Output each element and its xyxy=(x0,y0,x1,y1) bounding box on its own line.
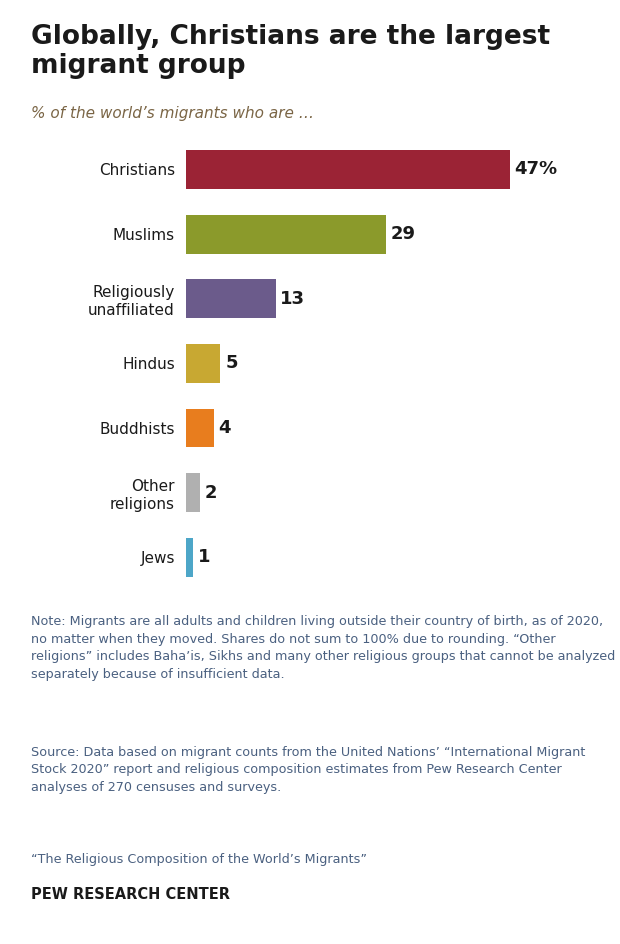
Bar xyxy=(186,344,221,383)
Text: PEW RESEARCH CENTER: PEW RESEARCH CENTER xyxy=(31,887,230,902)
Text: 4: 4 xyxy=(218,419,231,437)
Text: 1: 1 xyxy=(198,548,210,566)
Text: Globally, Christians are the largest
migrant group: Globally, Christians are the largest mig… xyxy=(31,24,550,78)
Text: 29: 29 xyxy=(391,225,415,244)
Text: 5: 5 xyxy=(225,354,237,373)
Text: 47%: 47% xyxy=(515,160,558,178)
Bar xyxy=(186,214,386,254)
Bar xyxy=(186,409,213,447)
Text: % of the world’s migrants who are …: % of the world’s migrants who are … xyxy=(31,106,314,121)
Text: Note: Migrants are all adults and children living outside their country of birth: Note: Migrants are all adults and childr… xyxy=(31,615,615,681)
Text: Source: Data based on migrant counts from the United Nations’ “International Mig: Source: Data based on migrant counts fro… xyxy=(31,746,585,794)
Bar xyxy=(186,538,193,577)
Text: 2: 2 xyxy=(205,483,217,502)
Bar xyxy=(186,150,510,189)
Bar xyxy=(186,279,275,318)
Text: 13: 13 xyxy=(280,290,306,308)
Bar xyxy=(186,473,200,513)
Text: “The Religious Composition of the World’s Migrants”: “The Religious Composition of the World’… xyxy=(31,853,367,867)
